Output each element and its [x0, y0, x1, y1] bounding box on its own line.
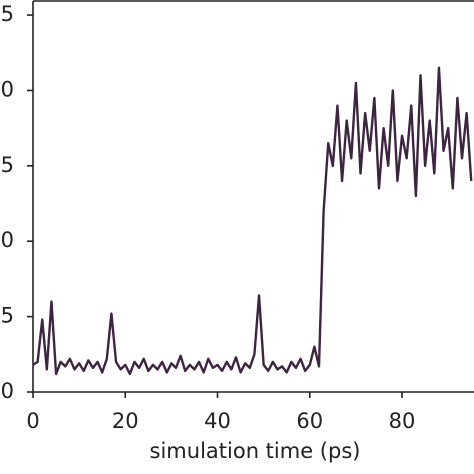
y-tick-label: 0 [1, 379, 14, 403]
y-tick-label: 5 [1, 153, 14, 177]
x-axis-label: simulation time (ps) [150, 439, 361, 463]
x-tick-label: 40 [204, 409, 231, 433]
y-tick-label: 0 [1, 228, 14, 252]
x-tick-label: 80 [389, 409, 416, 433]
x-tick-label: 60 [296, 409, 323, 433]
y-tick-label: 5 [1, 2, 14, 26]
x-tick-label: 20 [112, 409, 139, 433]
x-tick-label: 0 [26, 409, 39, 433]
y-tick-label: 0 [1, 77, 14, 101]
data-line [32, 66, 473, 376]
y-tick-label: .5 [0, 304, 14, 328]
